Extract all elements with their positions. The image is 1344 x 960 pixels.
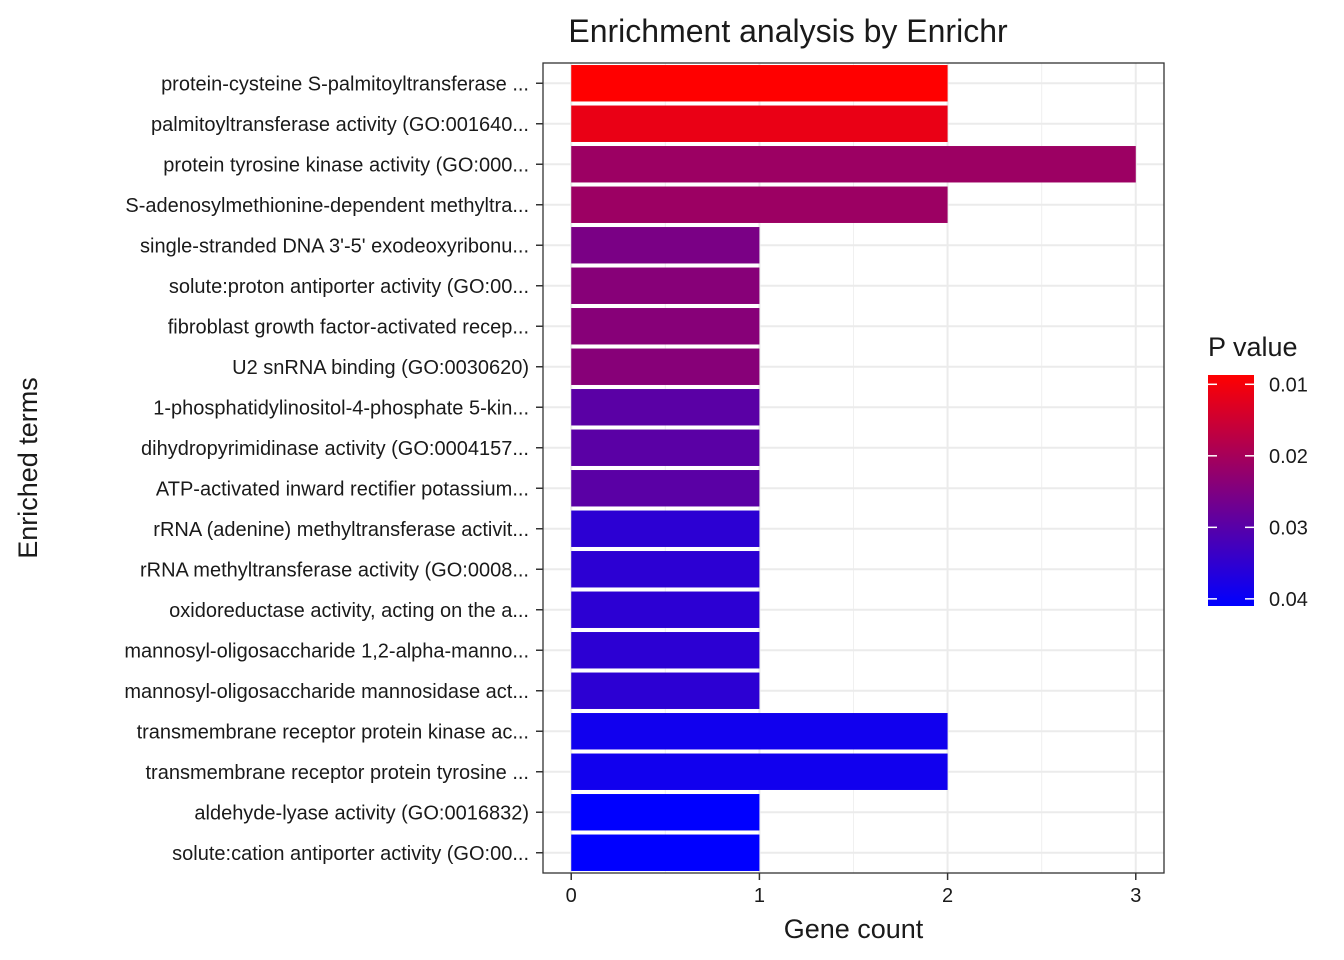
bar (571, 65, 948, 102)
bar (571, 105, 948, 142)
bar (571, 794, 760, 831)
y-tick-label: fibroblast growth factor-activated recep… (168, 316, 529, 338)
y-tick-label: S-adenosylmethionine-dependent methyltra… (125, 195, 529, 217)
plot-panel: protein-cysteine S-palmitoyltransferase … (124, 62, 1165, 907)
bar (571, 753, 948, 790)
bar (571, 348, 760, 385)
y-tick-label: transmembrane receptor protein kinase ac… (137, 721, 529, 743)
y-tick-label: ATP-activated inward rectifier potassium… (156, 478, 529, 500)
y-tick-label: solute:cation antiporter activity (GO:00… (172, 843, 529, 865)
bar (571, 227, 760, 264)
y-tick-label: dihydropyrimidinase activity (GO:0004157… (141, 438, 529, 460)
x-tick-label: 3 (1130, 885, 1141, 907)
legend-tick-label: 0.04 (1269, 589, 1308, 611)
legend-tick-label: 0.02 (1269, 446, 1308, 468)
y-tick-label: mannosyl-oligosaccharide mannosidase act… (124, 681, 529, 703)
chart-title: Enrichment analysis by Enrichr (568, 13, 1008, 49)
bar (571, 429, 760, 466)
legend-tick-label: 0.01 (1269, 374, 1308, 396)
x-tick-label: 2 (942, 885, 953, 907)
y-tick-label: rRNA methyltransferase activity (GO:0008… (140, 559, 529, 581)
bar (571, 551, 760, 588)
y-tick-label: transmembrane receptor protein tyrosine … (145, 762, 529, 784)
bar (571, 470, 760, 507)
legend-title: P value (1208, 332, 1298, 362)
bar (571, 591, 760, 628)
y-tick-label: single-stranded DNA 3'-5' exodeoxyribonu… (140, 235, 529, 257)
y-tick-label: mannosyl-oligosaccharide 1,2-alpha-manno… (124, 640, 529, 662)
x-tick-label: 1 (754, 885, 765, 907)
bar (571, 146, 1136, 183)
legend: P value 0.01 0.02 0.03 0.04 (1208, 332, 1308, 611)
panel-border (542, 62, 1165, 874)
bar (571, 389, 760, 426)
y-tick-label: palmitoyltransferase activity (GO:001640… (151, 114, 529, 136)
bar (571, 632, 760, 669)
bar (571, 267, 760, 304)
y-tick-label: protein tyrosine kinase activity (GO:000… (163, 154, 529, 176)
legend-tick-label: 0.03 (1269, 517, 1308, 539)
bar (571, 308, 760, 345)
y-tick-label: 1-phosphatidylinositol-4-phosphate 5-kin… (153, 397, 529, 419)
y-tick-label: U2 snRNA binding (GO:0030620) (232, 357, 529, 379)
x-axis-label: Gene count (784, 914, 924, 944)
bar (571, 672, 760, 709)
y-axis-label: Enriched terms (13, 377, 43, 559)
y-tick-label: aldehyde-lyase activity (GO:0016832) (194, 802, 529, 824)
bar (571, 834, 760, 871)
y-tick-label: solute:proton antiporter activity (GO:00… (169, 276, 529, 298)
y-tick-label: rRNA (adenine) methyltransferase activit… (153, 519, 529, 541)
bar (571, 186, 948, 223)
y-tick-label: protein-cysteine S-palmitoyltransferase … (161, 73, 529, 95)
bar (571, 713, 948, 750)
bar (571, 510, 760, 547)
x-tick-label: 0 (566, 885, 577, 907)
y-tick-label: oxidoreductase activity, acting on the a… (169, 600, 529, 622)
legend-colorbar (1208, 375, 1254, 606)
